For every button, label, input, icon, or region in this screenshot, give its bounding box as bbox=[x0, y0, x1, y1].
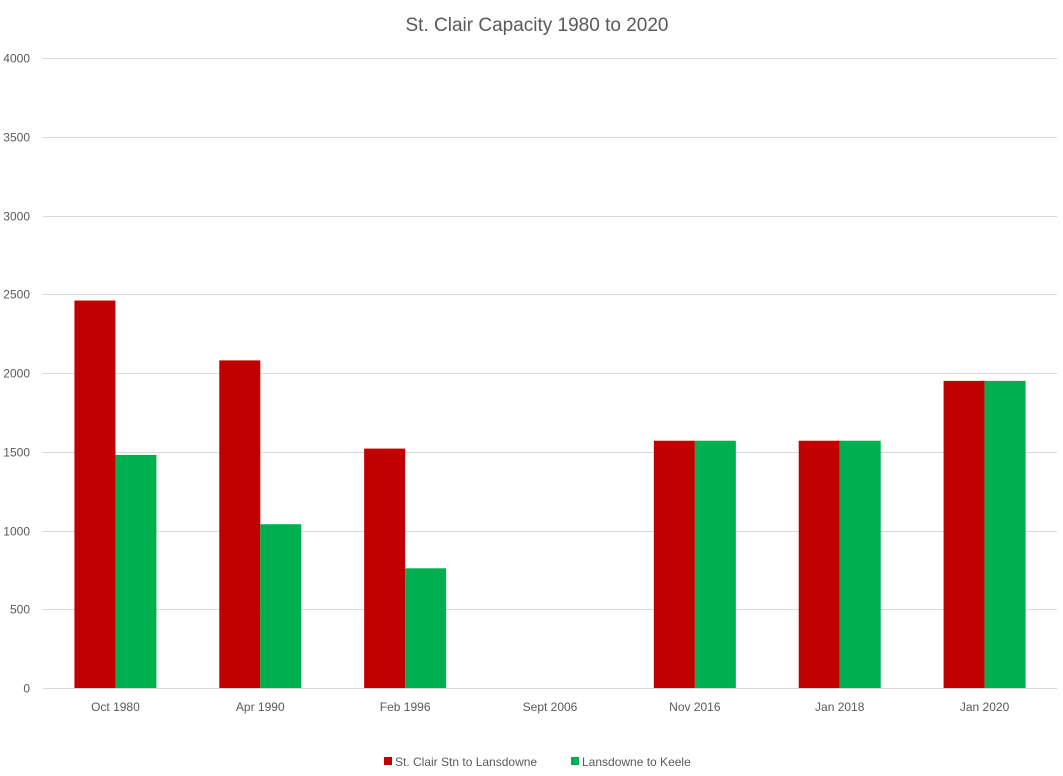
y-tick-label: 3000 bbox=[3, 210, 30, 224]
x-tick-label: Feb 1996 bbox=[380, 700, 431, 714]
y-tick-label: 0 bbox=[23, 682, 30, 696]
y-tick-label: 2000 bbox=[3, 367, 30, 381]
bar-lansdowne-to-keele-5 bbox=[839, 440, 881, 688]
y-axis-ticks: 0 500 1000 1500 2000 2500 3000 3500 4000 bbox=[3, 52, 30, 696]
legend-swatch bbox=[384, 757, 392, 765]
x-tick-label: Jan 2018 bbox=[815, 700, 865, 714]
y-tick-label: 1000 bbox=[3, 525, 30, 539]
legend-label: Lansdowne to Keele bbox=[582, 755, 691, 769]
bar-lansdowne-to-keele-0 bbox=[115, 454, 157, 688]
bars bbox=[74, 300, 1026, 688]
y-tick-label: 1500 bbox=[3, 446, 30, 460]
y-tick-label: 3500 bbox=[3, 131, 30, 145]
bar-st-clair-stn-to-lansdowne-4 bbox=[653, 440, 695, 688]
x-tick-label: Sept 2006 bbox=[523, 700, 578, 714]
x-tick-label: Nov 2016 bbox=[669, 700, 721, 714]
x-tick-label: Oct 1980 bbox=[91, 700, 140, 714]
bar-lansdowne-to-keele-6 bbox=[984, 380, 1026, 688]
legend-swatch bbox=[571, 757, 579, 765]
y-tick-label: 2500 bbox=[3, 288, 30, 302]
bar-lansdowne-to-keele-1 bbox=[260, 524, 302, 688]
bar-st-clair-stn-to-lansdowne-1 bbox=[219, 360, 261, 688]
legend-label: St. Clair Stn to Lansdowne bbox=[395, 755, 537, 769]
y-tick-label: 4000 bbox=[3, 52, 30, 66]
bar-st-clair-stn-to-lansdowne-0 bbox=[74, 300, 116, 688]
gridlines bbox=[43, 58, 1057, 689]
x-tick-label: Jan 2020 bbox=[960, 700, 1010, 714]
bar-st-clair-stn-to-lansdowne-2 bbox=[364, 448, 406, 688]
bar-st-clair-stn-to-lansdowne-5 bbox=[798, 440, 840, 688]
y-tick-label: 500 bbox=[10, 603, 30, 617]
bar-st-clair-stn-to-lansdowne-6 bbox=[943, 380, 985, 688]
x-tick-label: Apr 1990 bbox=[236, 700, 285, 714]
chart-title: St. Clair Capacity 1980 to 2020 bbox=[406, 15, 669, 36]
legend: St. Clair Stn to Lansdowne Lansdowne to K… bbox=[384, 755, 691, 769]
x-axis-ticks: Oct 1980 Apr 1990 Feb 1996 Sept 2006 Nov 201… bbox=[91, 700, 1010, 714]
bar-lansdowne-to-keele-4 bbox=[694, 440, 736, 688]
bar-lansdowne-to-keele-2 bbox=[405, 568, 447, 688]
